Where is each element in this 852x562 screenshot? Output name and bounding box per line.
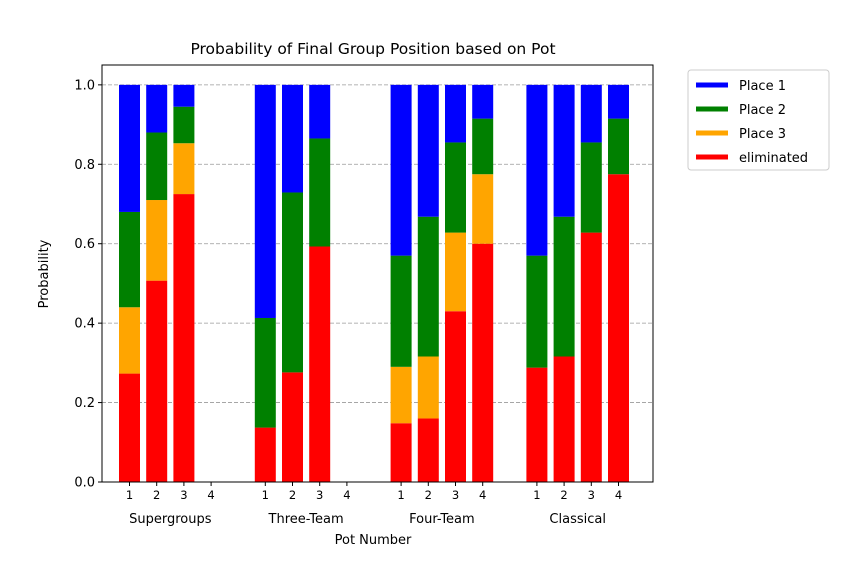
x-tick-label-pot: 2 <box>425 488 432 502</box>
bar-supergroups-pot-2-eliminated <box>146 280 168 482</box>
y-tick-label: 0.0 <box>74 476 95 491</box>
bar-supergroups-pot-3-place3 <box>173 143 195 195</box>
bar-classical-pot-1-place2 <box>526 255 548 368</box>
x-tick-label-pot: 1 <box>397 488 404 502</box>
bar-supergroups-pot-2-place3 <box>146 200 168 281</box>
bar-classical-pot-2-eliminated <box>553 356 575 482</box>
bar-supergroups-pot-2-place1 <box>146 84 168 133</box>
bar-three-team-pot-3-eliminated <box>309 246 331 482</box>
y-tick-label: 0.6 <box>74 237 95 252</box>
legend-label-place1: Place 1 <box>739 79 786 94</box>
bar-three-team-pot-3-place2 <box>309 138 331 247</box>
y-axis: 0.0 0.2 0.4 0.6 0.8 1.0 <box>74 78 102 491</box>
x-group-label: Classical <box>549 512 606 527</box>
bar-supergroups-pot-3-place1 <box>173 84 195 107</box>
bars <box>119 84 629 483</box>
x-axis: 1 2 3 4 Supergroups 1 2 3 4 Three-Team 1 2 3 4 Four-Te… <box>126 482 622 527</box>
y-tick-label: 0.8 <box>74 158 95 173</box>
x-tick-label-pot: 4 <box>479 488 486 502</box>
x-tick-label-pot: 3 <box>180 488 187 502</box>
x-tick-label-pot: 4 <box>615 488 622 502</box>
bar-supergroups-pot-1-place1 <box>119 84 140 212</box>
bar-four-team-pot-2-place2 <box>417 216 439 357</box>
x-tick-label-pot: 4 <box>343 488 350 502</box>
bar-four-team-pot-4-eliminated <box>472 243 494 482</box>
bar-four-team-pot-4-place1 <box>472 84 494 119</box>
y-axis-label: Probability <box>37 239 52 308</box>
x-group-label: Supergroups <box>129 512 212 527</box>
bar-four-team-pot-3-eliminated <box>445 311 466 482</box>
bar-three-team-pot-2-place2 <box>282 192 303 373</box>
bar-four-team-pot-1-place1 <box>390 84 412 256</box>
y-tick-label: 0.4 <box>74 317 95 332</box>
bar-supergroups-pot-3-place2 <box>173 106 195 144</box>
bar-supergroups-pot-1-eliminated <box>119 373 140 482</box>
bar-four-team-pot-3-place3 <box>445 232 466 312</box>
x-tick-label-pot: 4 <box>207 488 214 502</box>
bar-four-team-pot-2-eliminated <box>417 418 439 482</box>
bar-classical-pot-2-place2 <box>553 216 575 357</box>
x-group-label: Three-Team <box>268 512 344 527</box>
x-tick-label-pot: 3 <box>452 488 459 502</box>
bar-classical-pot-4-place2 <box>608 118 629 175</box>
legend-label-place2: Place 2 <box>739 103 786 118</box>
x-tick-label-pot: 2 <box>560 488 567 502</box>
y-tick-label: 1.0 <box>74 78 95 93</box>
bar-classical-pot-3-place2 <box>580 142 602 233</box>
bar-three-team-pot-1-place2 <box>254 317 276 428</box>
bar-supergroups-pot-1-place2 <box>119 211 140 308</box>
bar-classical-pot-2-place1 <box>553 84 575 217</box>
bar-four-team-pot-3-place2 <box>445 142 466 233</box>
bar-four-team-pot-4-place3 <box>472 174 494 244</box>
bar-four-team-pot-1-eliminated <box>390 423 412 482</box>
bar-classical-pot-4-eliminated <box>608 174 629 482</box>
bar-supergroups-pot-3-eliminated <box>173 194 195 483</box>
bar-three-team-pot-3-place1 <box>309 84 331 139</box>
bar-four-team-pot-2-place1 <box>417 84 439 217</box>
x-tick-label-pot: 1 <box>533 488 540 502</box>
bar-classical-pot-3-eliminated <box>580 232 602 482</box>
bar-three-team-pot-1-eliminated <box>254 427 276 482</box>
x-group-label: Four-Team <box>409 512 475 527</box>
bar-four-team-pot-4-place2 <box>472 118 494 175</box>
x-tick-label-pot: 2 <box>289 488 296 502</box>
legend-box <box>687 69 830 171</box>
x-tick-label-pot: 1 <box>126 488 133 502</box>
bar-three-team-pot-2-place1 <box>282 84 303 193</box>
legend-label-eliminated: eliminated <box>739 151 808 166</box>
y-tick-label: 0.2 <box>74 396 95 411</box>
x-tick-label-pot: 2 <box>153 488 160 502</box>
bar-four-team-pot-2-place3 <box>417 356 439 419</box>
bar-supergroups-pot-2-place2 <box>146 132 168 201</box>
chart-title: Probability of Final Group Position base… <box>190 40 555 58</box>
bar-three-team-pot-2-eliminated <box>282 372 303 482</box>
bar-supergroups-pot-1-place3 <box>119 307 140 374</box>
plot-frame <box>101 64 654 483</box>
bar-four-team-pot-1-place2 <box>390 255 412 367</box>
bar-classical-pot-4-place1 <box>608 84 629 119</box>
x-tick-label-pot: 3 <box>316 488 323 502</box>
legend-label-place3: Place 3 <box>739 127 786 142</box>
x-tick-label-pot: 1 <box>262 488 269 502</box>
bar-classical-pot-1-eliminated <box>526 367 548 482</box>
legend: Place 1 Place 2 Place 3 eliminated <box>687 69 830 171</box>
bar-three-team-pot-1-place1 <box>254 84 276 318</box>
bar-classical-pot-3-place1 <box>580 84 602 143</box>
bar-four-team-pot-3-place1 <box>445 84 466 143</box>
x-axis-label: Pot Number <box>335 533 412 548</box>
x-tick-label-pot: 3 <box>588 488 595 502</box>
bar-classical-pot-1-place1 <box>526 84 548 256</box>
bar-four-team-pot-1-place3 <box>390 366 412 424</box>
